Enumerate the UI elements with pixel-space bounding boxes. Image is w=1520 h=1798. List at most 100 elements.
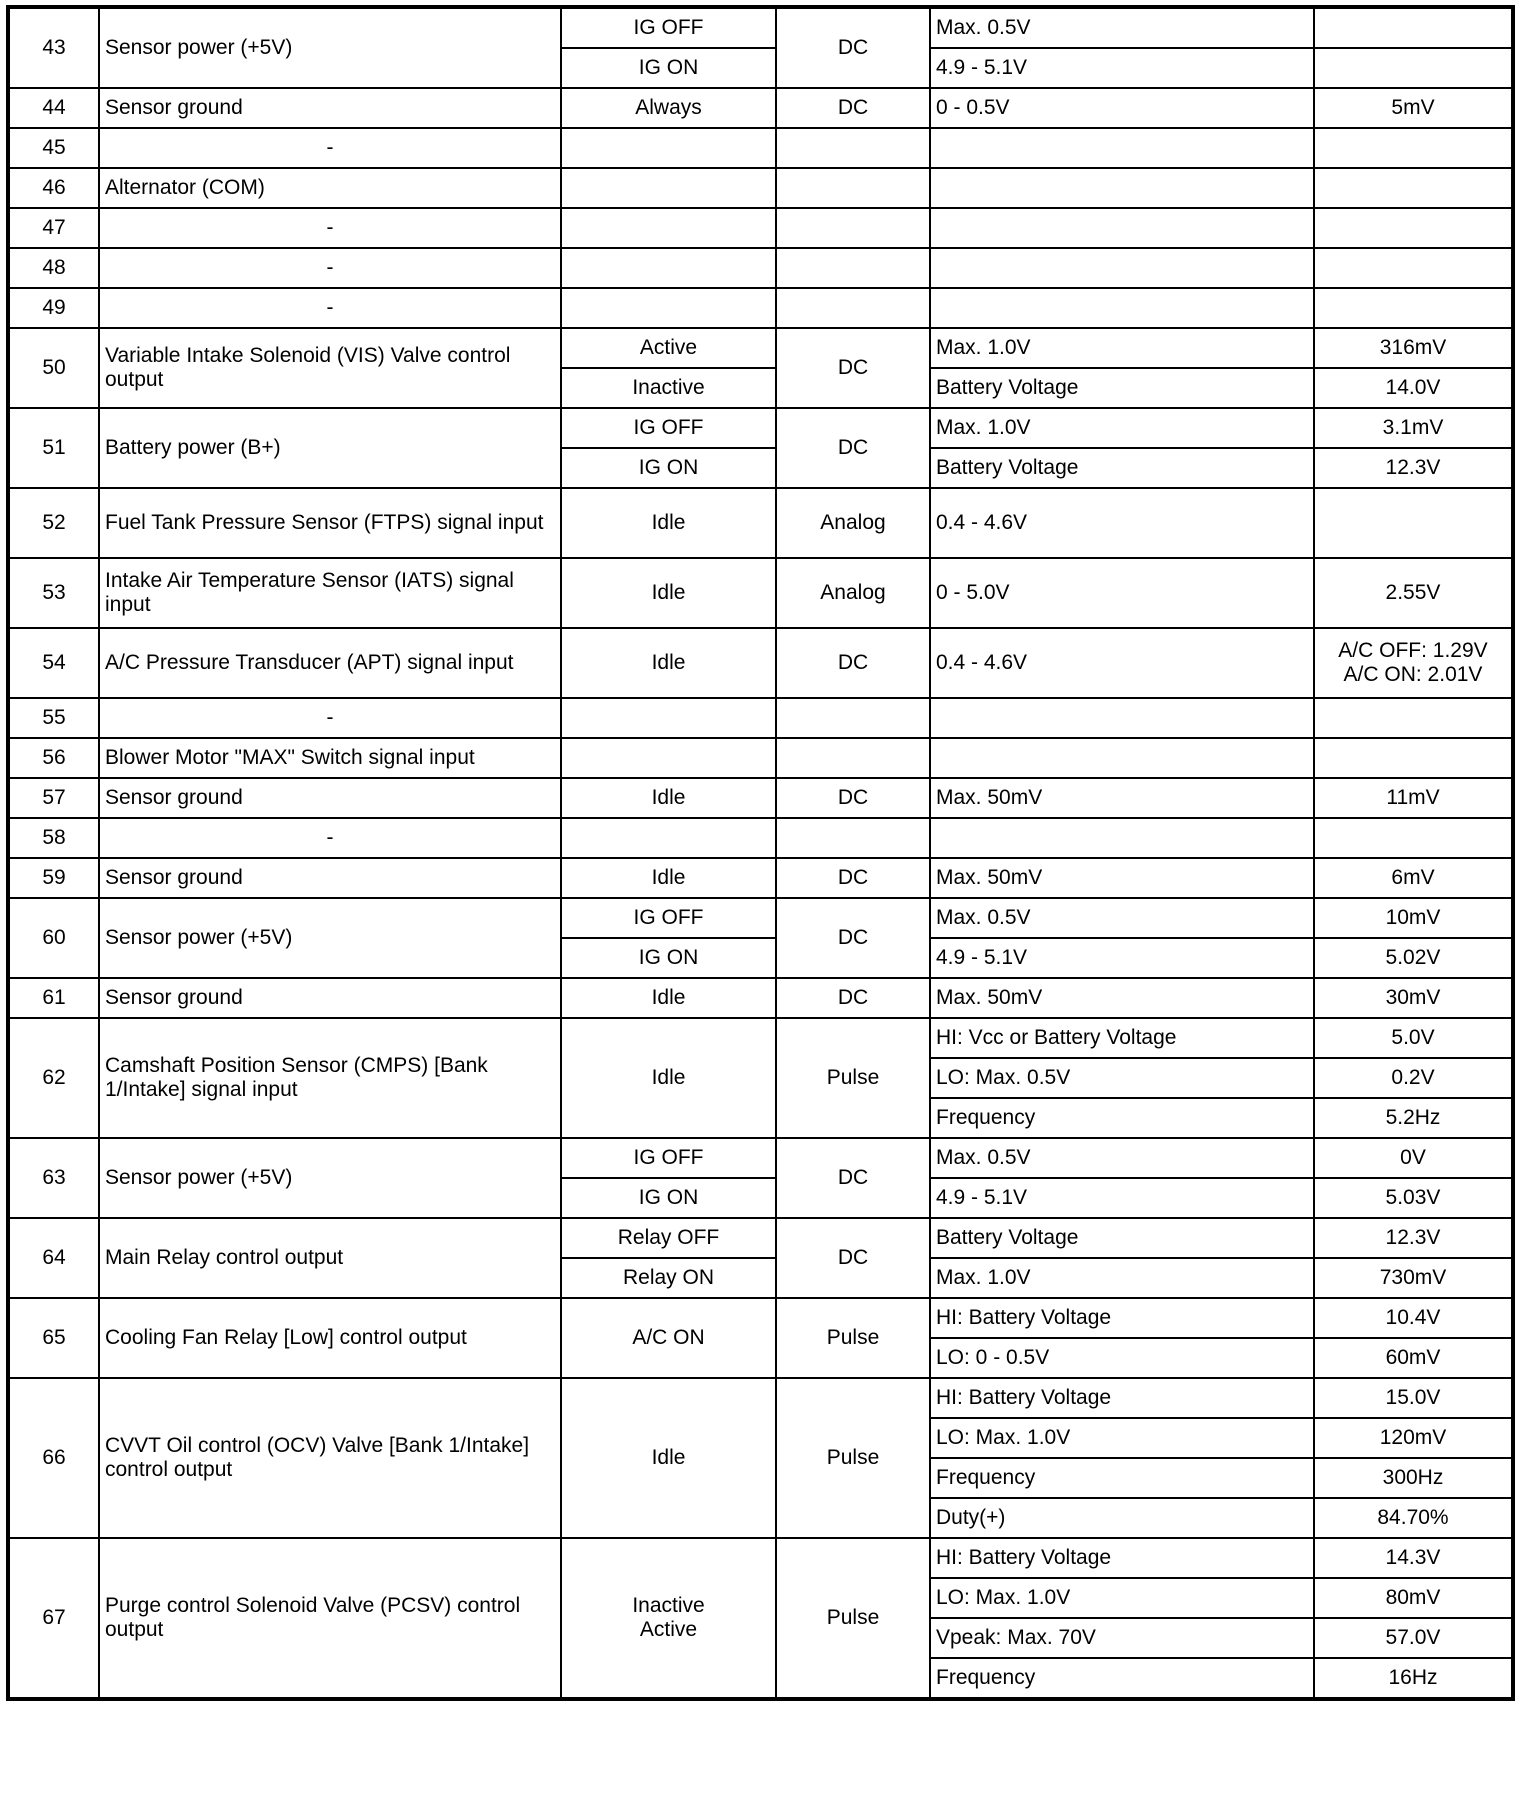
level: Max. 1.0V [929,327,1315,369]
test-result: 16Hz [1313,1657,1514,1700]
signal-type [775,287,931,329]
signal-type: DC [775,87,931,129]
table-row: LO: 0 - 0.5V 60mV [8,1337,1514,1379]
test-result: 5.0V [1313,1017,1514,1059]
signal-type: DC [775,327,931,409]
table-row: 50 Variable Intake Solenoid (VIS) Valve c… [7,327,1514,409]
table-row: 66 CVVT Oil control (OCV) Valve [Bank 1/I… [7,1377,1514,1539]
level: Frequency [929,1657,1315,1700]
pin-number: 47 [7,207,100,249]
pin-number: 55 [7,697,100,739]
test-result [1313,817,1514,859]
test-result [1313,127,1514,169]
condition: Idle [560,857,777,899]
table-row: IG ON 4.9 - 5.1V [8,47,1514,89]
pin-description: Sensor ground [98,857,562,899]
pin-description: Variable Intake Solenoid (VIS) Valve con… [98,327,562,409]
table-row: 54 A/C Pressure Transducer (APT) signal i… [7,627,1514,699]
condition [560,127,777,169]
table-row: 46 Alternator (COM) [7,167,1514,209]
table-row: 56 Blower Motor "MAX" Switch signal input [7,737,1514,779]
condition [560,737,777,779]
pin-number: 49 [7,287,100,329]
condition: IG OFF [560,6,777,49]
test-result: A/C OFF: 1.29V A/C ON: 2.01V [1313,627,1514,699]
condition: Inactive Active [560,1537,777,1700]
signal-type: Pulse [775,1537,931,1700]
signal-type: DC [775,977,931,1019]
table-row: 62 Camshaft Position Sensor (CMPS) [Bank … [7,1017,1514,1139]
condition: Relay ON [560,1257,777,1299]
pin-description: - [98,247,562,289]
test-result: 57.0V [1313,1617,1514,1659]
signal-type: DC [775,1217,931,1299]
level: Battery Voltage [929,1217,1315,1259]
signal-type [775,127,931,169]
condition: IG OFF [560,407,777,449]
condition: Idle [560,557,777,629]
table-row: 47- [7,207,1514,249]
test-result [1313,737,1514,779]
test-result: 15.0V [1313,1377,1514,1419]
condition: IG OFF [560,897,777,939]
table-row: LO: Max. 0.5V 0.2V [8,1057,1514,1099]
table-row: 48- [7,247,1514,289]
level: Max. 0.5V [929,897,1315,939]
pin-number: 45 [7,127,100,169]
test-result [1313,287,1514,329]
pin-number: 51 [7,407,100,489]
signal-type [775,697,931,739]
table-row: 43 Sensor power (+5V) IG OFF DC Max. 0.5V [7,6,1514,89]
level: 0 - 0.5V [929,87,1315,129]
level: HI: Battery Voltage [929,1537,1315,1579]
signal-type [775,207,931,249]
level: Max. 1.0V [929,407,1315,449]
level [929,127,1315,169]
level [929,247,1315,289]
signal-type [775,817,931,859]
condition: IG ON [560,937,777,979]
test-result: 0.2V [1313,1057,1514,1099]
pin-description: Sensor ground [98,87,562,129]
level: Max. 1.0V [929,1257,1315,1299]
table-row: LO: Max. 1.0V 120mV [8,1417,1514,1459]
test-result: 5.2Hz [1313,1097,1514,1139]
table-row: 67 Purge control Solenoid Valve (PCSV) co… [7,1537,1514,1700]
pin-description: Sensor ground [98,977,562,1019]
signal-type: DC [775,897,931,979]
level: Frequency [929,1097,1315,1139]
test-result: 2.55V [1313,557,1514,629]
table-row: 64 Main Relay control output Relay OFF DC Ba… [7,1217,1514,1299]
table-row: Duty(+) 84.70% [8,1497,1514,1539]
test-result [1313,247,1514,289]
condition: Idle [560,777,777,819]
condition [560,697,777,739]
pin-description: Cooling Fan Relay [Low] control output [98,1297,562,1379]
pin-description: Intake Air Temperature Sensor (IATS) sig… [98,557,562,629]
condition [560,817,777,859]
condition: Idle [560,977,777,1019]
table-row: 52 Fuel Tank Pressure Sensor (FTPS) signa… [7,487,1514,559]
table-row: 44 Sensor ground Always DC 0 - 0.5V 5mV [7,87,1514,129]
condition: A/C ON [560,1297,777,1379]
pin-number: 50 [7,327,100,409]
table-row: 45- [7,127,1514,169]
pin-description: Alternator (COM) [98,167,562,209]
test-result: 60mV [1313,1337,1514,1379]
pin-number: 67 [7,1537,100,1700]
pin-number: 53 [7,557,100,629]
pin-description: Main Relay control output [98,1217,562,1299]
signal-type [775,247,931,289]
table-row: LO: Max. 1.0V 80mV [8,1577,1514,1619]
signal-type: DC [775,777,931,819]
test-result: 120mV [1313,1417,1514,1459]
pin-number: 58 [7,817,100,859]
pin-description: Sensor power (+5V) [98,897,562,979]
level: HI: Battery Voltage [929,1297,1315,1339]
test-result: 5.02V [1313,937,1514,979]
table-row: Frequency 16Hz [8,1657,1514,1700]
test-result [1313,47,1514,89]
table-row: 49- [7,287,1514,329]
test-result: 12.3V [1313,1217,1514,1259]
test-result: 14.3V [1313,1537,1514,1579]
